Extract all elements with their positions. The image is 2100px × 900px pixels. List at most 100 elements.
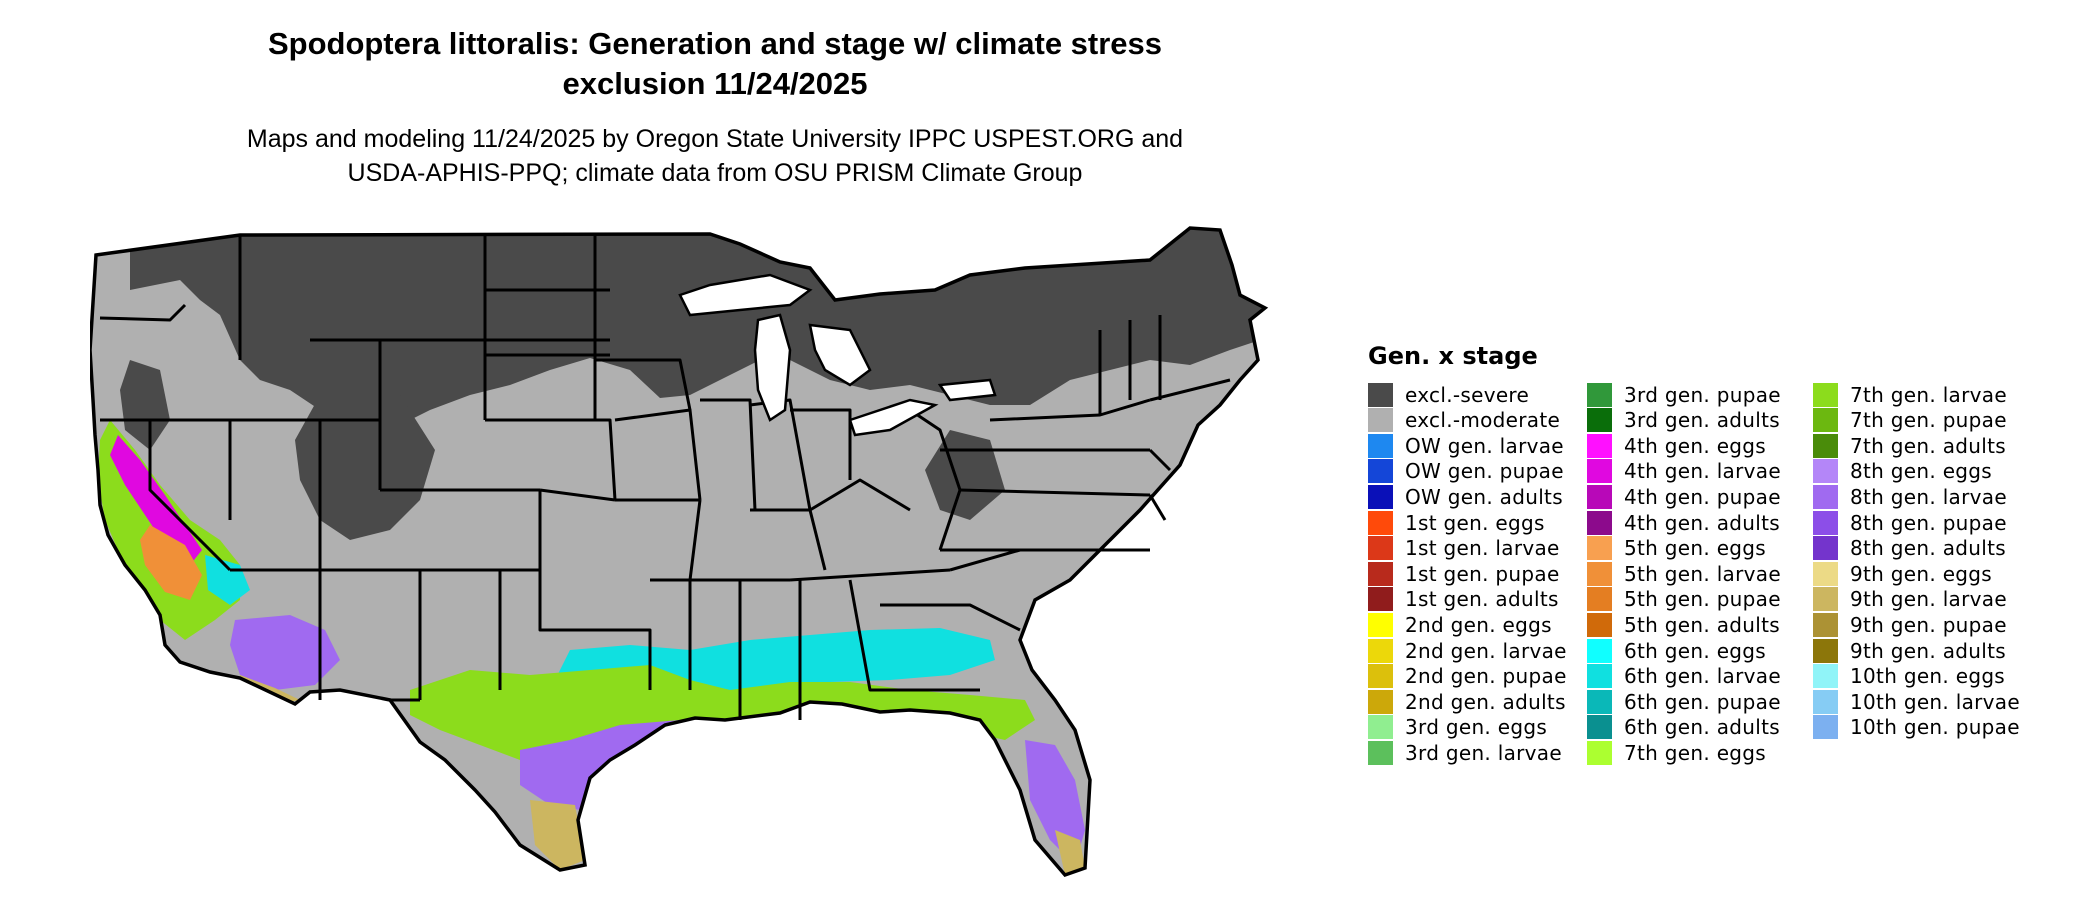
legend-swatch [1368, 408, 1393, 433]
legend-item: 4th gen. larvae [1587, 459, 1781, 484]
legend-swatch [1368, 715, 1393, 740]
legend-item: 6th gen. adults [1587, 715, 1780, 740]
legend-swatch [1368, 510, 1393, 535]
legend-swatch [1813, 459, 1838, 484]
legend-swatch [1368, 484, 1393, 509]
legend-label: excl.-moderate [1405, 408, 1561, 433]
legend-item: 9th gen. larvae [1813, 587, 2007, 612]
legend-swatch [1587, 587, 1612, 612]
zone-arizona-purple [230, 615, 340, 690]
state-boundaries [99, 234, 1231, 720]
legend-label: 1st gen. eggs [1405, 510, 1545, 535]
legend-item: 6th gen. larvae [1587, 664, 1781, 689]
legend-item: 5th gen. adults [1587, 612, 1780, 637]
legend-item: excl.-moderate [1368, 408, 1560, 433]
legend-swatch [1368, 459, 1393, 484]
legend-swatch [1368, 536, 1393, 561]
legend-item: 5th gen. larvae [1587, 561, 1781, 586]
legend-swatch [1587, 408, 1612, 433]
legend-item: 1st gen. pupae [1368, 561, 1560, 586]
map-title-line-2: exclusion 11/24/2025 [562, 66, 868, 101]
legend-label: 1st gen. adults [1405, 587, 1559, 612]
zone-california-cyan [205, 555, 250, 605]
legend-item: 1st gen. eggs [1368, 510, 1545, 535]
legend-swatch [1813, 612, 1838, 637]
legend-swatch [1368, 433, 1393, 458]
legend-swatch [1368, 664, 1393, 689]
legend-item: 10th gen. eggs [1813, 664, 2005, 689]
legend-label: 6th gen. pupae [1624, 689, 1781, 714]
legend-label: 8th gen. pupae [1850, 510, 2007, 535]
zone-florida-purple [1025, 740, 1085, 865]
legend-label: 9th gen. eggs [1850, 561, 1993, 586]
legend-swatch [1813, 382, 1838, 407]
legend-swatch [1368, 561, 1393, 586]
map-subtitle-line-2: USDA-APHIS-PPQ; climate data from OSU PR… [347, 159, 1083, 187]
legend-swatch [1813, 484, 1838, 509]
legend-label: 7th gen. eggs [1624, 740, 1767, 765]
legend-label: 6th gen. larvae [1624, 664, 1781, 689]
legend-swatch [1813, 638, 1838, 663]
legend-label: 6th gen. eggs [1624, 638, 1767, 663]
legend-label: OW gen. adults [1405, 484, 1563, 509]
legend-item: 2nd gen. eggs [1368, 612, 1552, 637]
legend-label: OW gen. pupae [1405, 459, 1564, 484]
legend-item: OW gen. larvae [1368, 433, 1564, 458]
legend-item: 9th gen. eggs [1813, 561, 1992, 586]
legend-swatch [1587, 459, 1612, 484]
legend-swatch [1368, 689, 1393, 714]
legend-item: 4th gen. eggs [1587, 433, 1766, 458]
legend-label: 10th gen. pupae [1850, 715, 2020, 740]
legend-swatch [1587, 638, 1612, 663]
map-title-line-1: Spodoptera littoralis: Generation and st… [267, 26, 1163, 61]
legend-label: 9th gen. adults [1850, 638, 2006, 663]
zone-california-magenta [110, 435, 202, 565]
legend-swatch [1813, 664, 1838, 689]
legend-item: 7th gen. pupae [1813, 408, 2007, 433]
map-title: Spodoptera littoralis: Generation and st… [0, 24, 1430, 104]
legend-label: 2nd gen. adults [1405, 689, 1566, 714]
legend-swatch [1368, 638, 1393, 663]
zone-severe-sierra [120, 360, 170, 450]
legend-swatch [1368, 587, 1393, 612]
legend-label: 8th gen. eggs [1850, 459, 1993, 484]
legend-item: 6th gen. pupae [1587, 689, 1781, 714]
legend-item: 3rd gen. larvae [1368, 740, 1562, 765]
map-subtitle-line-1: Maps and modeling 11/24/2025 by Oregon S… [246, 125, 1184, 153]
legend-label: 6th gen. adults [1624, 715, 1780, 740]
legend-label: 3rd gen. eggs [1405, 715, 1548, 740]
zone-california-orange [140, 525, 202, 600]
legend-label: 4th gen. larvae [1624, 459, 1781, 484]
legend-swatch [1587, 664, 1612, 689]
legend-label: 1st gen. pupae [1405, 561, 1560, 586]
legend-item: 10th gen. pupae [1813, 715, 2020, 740]
legend-label: 4th gen. pupae [1624, 484, 1781, 509]
lake-michigan [753, 313, 792, 422]
lake-erie [848, 398, 939, 437]
zone-severe-rockies [295, 395, 435, 540]
legend-label: 4th gen. adults [1624, 510, 1780, 535]
legend-swatch [1587, 561, 1612, 586]
legend-swatch [1813, 433, 1838, 458]
legend-swatch [1813, 587, 1838, 612]
legend-label: 9th gen. larvae [1850, 587, 2007, 612]
legend-item: 2nd gen. pupae [1368, 664, 1567, 689]
legend-item: 1st gen. adults [1368, 587, 1559, 612]
legend-swatch [1587, 740, 1612, 765]
legend-swatch [1368, 382, 1393, 407]
legend-label: OW gen. larvae [1405, 433, 1564, 458]
legend-label: 5th gen. adults [1624, 612, 1780, 637]
legend-item: 3rd gen. adults [1587, 408, 1780, 433]
lake-huron [808, 323, 872, 387]
legend-item: 9th gen. pupae [1813, 612, 2007, 637]
legend-item: 8th gen. eggs [1813, 459, 1992, 484]
legend-swatch [1813, 689, 1838, 714]
legend-item: OW gen. pupae [1368, 459, 1564, 484]
legend-label: 2nd gen. pupae [1405, 664, 1567, 689]
legend-swatch [1587, 484, 1612, 509]
legend-item: 4th gen. adults [1587, 510, 1780, 535]
map-subtitle: Maps and modeling 11/24/2025 by Oregon S… [0, 122, 1430, 190]
legend-label: 4th gen. eggs [1624, 433, 1767, 458]
legend-label: 7th gen. adults [1850, 433, 2006, 458]
lake-ontario [937, 378, 997, 402]
